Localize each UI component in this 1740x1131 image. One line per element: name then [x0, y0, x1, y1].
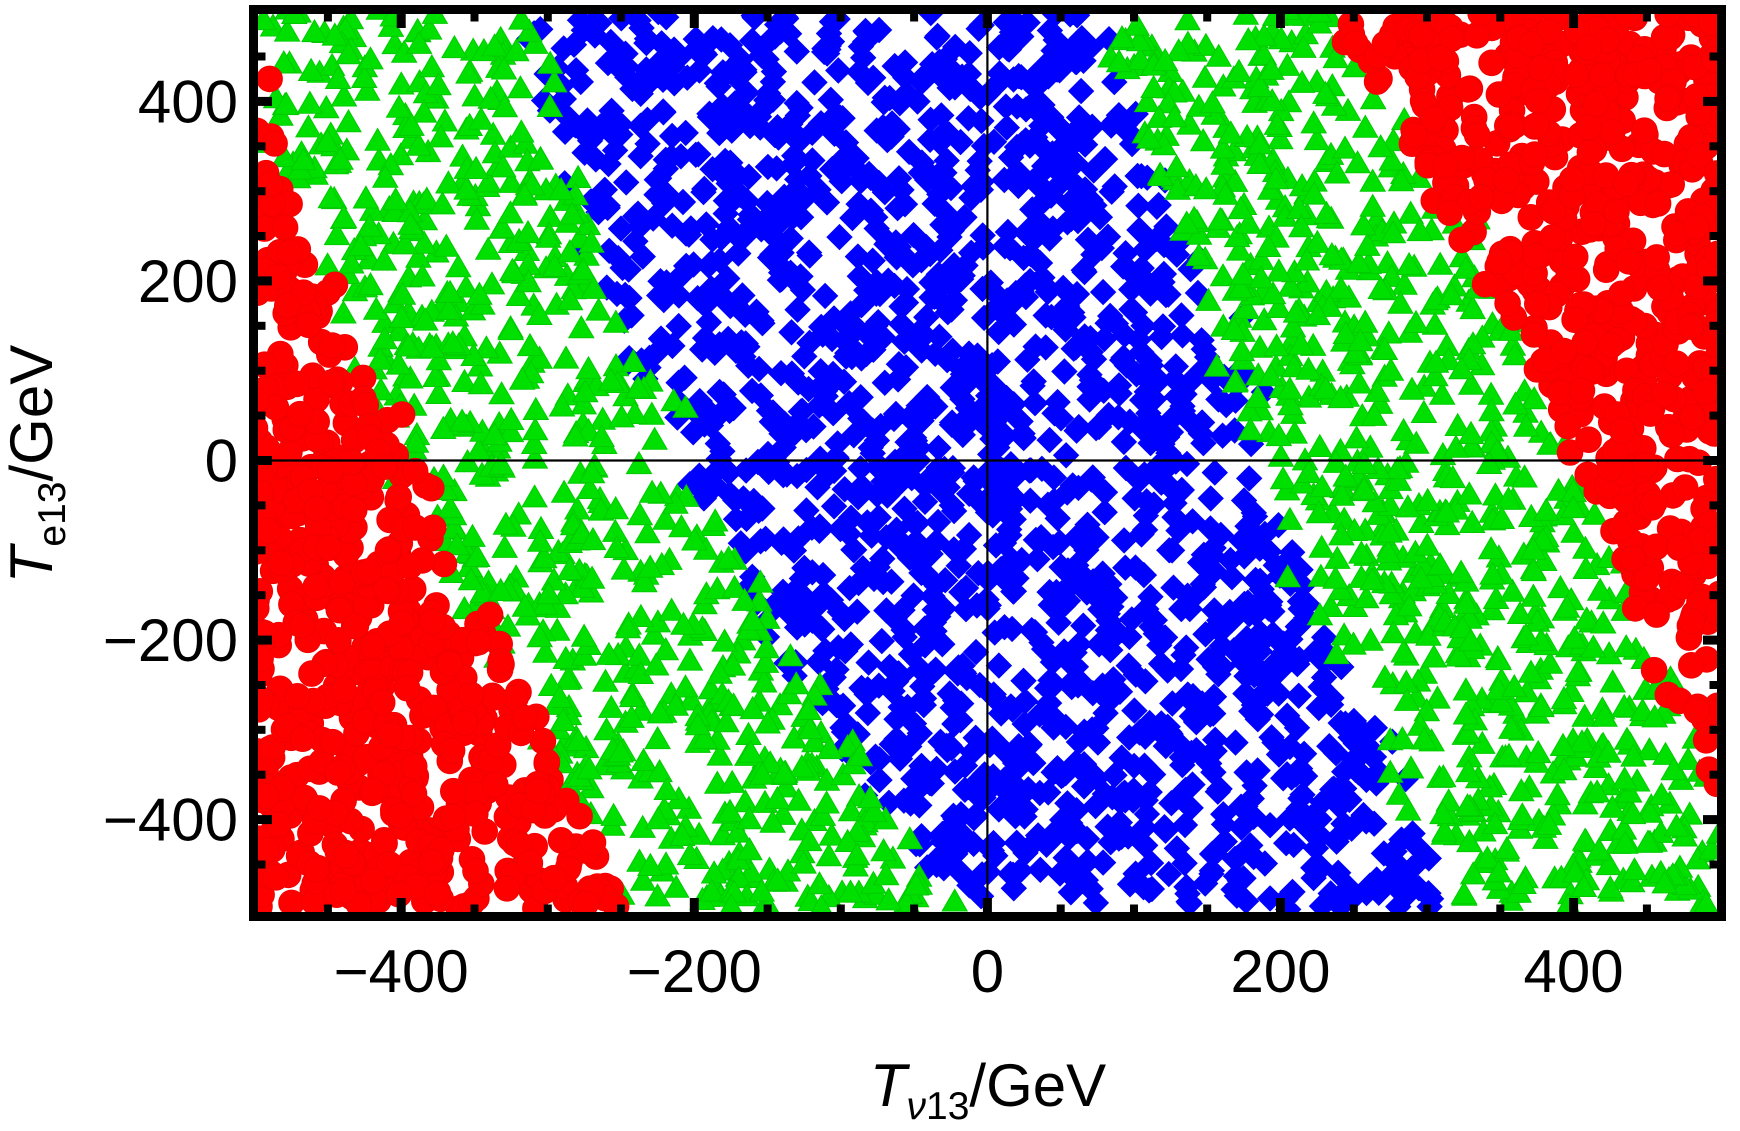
svg-text:−400: −400: [103, 787, 238, 854]
svg-text:−400: −400: [334, 938, 469, 1005]
svg-text:200: 200: [1230, 938, 1330, 1005]
svg-text:400: 400: [138, 68, 238, 135]
svg-text:Tν13/GeV: Tν13/GeV: [870, 1052, 1106, 1126]
svg-text:0: 0: [971, 938, 1004, 1005]
svg-text:0: 0: [205, 428, 238, 495]
svg-text:400: 400: [1524, 938, 1624, 1005]
svg-text:200: 200: [138, 248, 238, 315]
svg-text:−200: −200: [627, 938, 762, 1005]
svg-text:Te13/GeV: Te13/GeV: [0, 345, 74, 583]
svg-text:−200: −200: [103, 607, 238, 674]
